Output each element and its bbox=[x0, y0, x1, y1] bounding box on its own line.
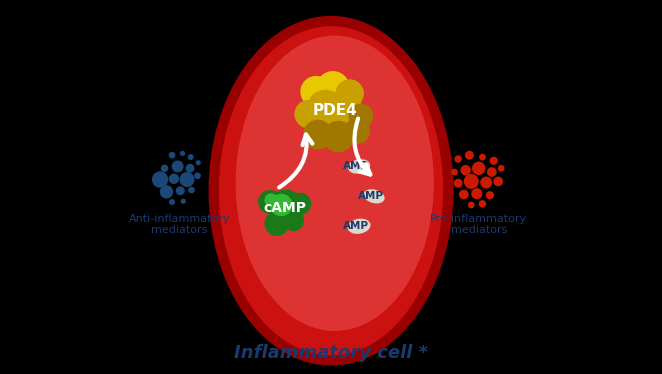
Circle shape bbox=[195, 160, 201, 165]
Circle shape bbox=[498, 165, 504, 172]
Circle shape bbox=[464, 174, 479, 189]
Circle shape bbox=[486, 191, 494, 199]
Circle shape bbox=[480, 177, 492, 188]
Circle shape bbox=[451, 169, 458, 175]
Circle shape bbox=[349, 104, 373, 128]
Circle shape bbox=[459, 190, 469, 199]
Circle shape bbox=[301, 76, 332, 107]
Circle shape bbox=[264, 211, 289, 236]
Circle shape bbox=[194, 172, 201, 179]
Text: Anti-inflammatory: Anti-inflammatory bbox=[129, 214, 230, 224]
Text: AMP: AMP bbox=[343, 161, 369, 171]
Circle shape bbox=[268, 190, 304, 226]
Circle shape bbox=[185, 164, 195, 173]
Circle shape bbox=[344, 118, 370, 144]
Circle shape bbox=[307, 90, 344, 127]
Circle shape bbox=[180, 151, 185, 156]
Text: Pro-inflammatory: Pro-inflammatory bbox=[430, 214, 528, 224]
Circle shape bbox=[336, 79, 364, 108]
Text: AMP: AMP bbox=[358, 191, 384, 201]
Circle shape bbox=[454, 155, 462, 163]
Circle shape bbox=[264, 193, 278, 207]
Circle shape bbox=[289, 193, 311, 215]
Circle shape bbox=[152, 171, 168, 188]
Circle shape bbox=[295, 100, 323, 128]
Ellipse shape bbox=[209, 16, 453, 366]
Ellipse shape bbox=[219, 26, 443, 355]
Circle shape bbox=[169, 174, 179, 184]
Circle shape bbox=[493, 177, 503, 186]
Circle shape bbox=[188, 187, 195, 193]
Circle shape bbox=[169, 152, 175, 159]
Circle shape bbox=[179, 172, 195, 187]
Text: AMP: AMP bbox=[343, 221, 369, 231]
Ellipse shape bbox=[348, 159, 370, 174]
Circle shape bbox=[471, 188, 483, 199]
Text: cAMP: cAMP bbox=[264, 200, 307, 215]
Circle shape bbox=[176, 186, 185, 195]
Circle shape bbox=[283, 210, 304, 231]
Circle shape bbox=[169, 199, 175, 205]
Circle shape bbox=[181, 199, 186, 204]
Circle shape bbox=[303, 120, 333, 150]
Circle shape bbox=[171, 160, 183, 172]
Text: PDE4: PDE4 bbox=[312, 103, 357, 118]
Ellipse shape bbox=[348, 219, 371, 234]
Circle shape bbox=[465, 151, 474, 160]
Text: mediators: mediators bbox=[152, 225, 208, 235]
Circle shape bbox=[160, 185, 173, 199]
Text: Inflammatory cell *: Inflammatory cell * bbox=[234, 344, 428, 362]
Circle shape bbox=[453, 179, 463, 188]
Circle shape bbox=[161, 165, 168, 172]
Circle shape bbox=[329, 94, 363, 127]
Circle shape bbox=[479, 154, 486, 160]
Ellipse shape bbox=[236, 36, 434, 331]
Circle shape bbox=[258, 190, 282, 214]
Ellipse shape bbox=[363, 189, 385, 203]
Circle shape bbox=[460, 165, 471, 175]
Circle shape bbox=[490, 157, 498, 165]
Circle shape bbox=[479, 200, 486, 208]
Circle shape bbox=[472, 162, 485, 175]
Circle shape bbox=[188, 154, 194, 160]
Text: mediators: mediators bbox=[451, 225, 507, 235]
Circle shape bbox=[323, 121, 354, 152]
Circle shape bbox=[270, 194, 293, 216]
Circle shape bbox=[468, 202, 475, 208]
Circle shape bbox=[316, 71, 350, 105]
Circle shape bbox=[487, 167, 496, 177]
